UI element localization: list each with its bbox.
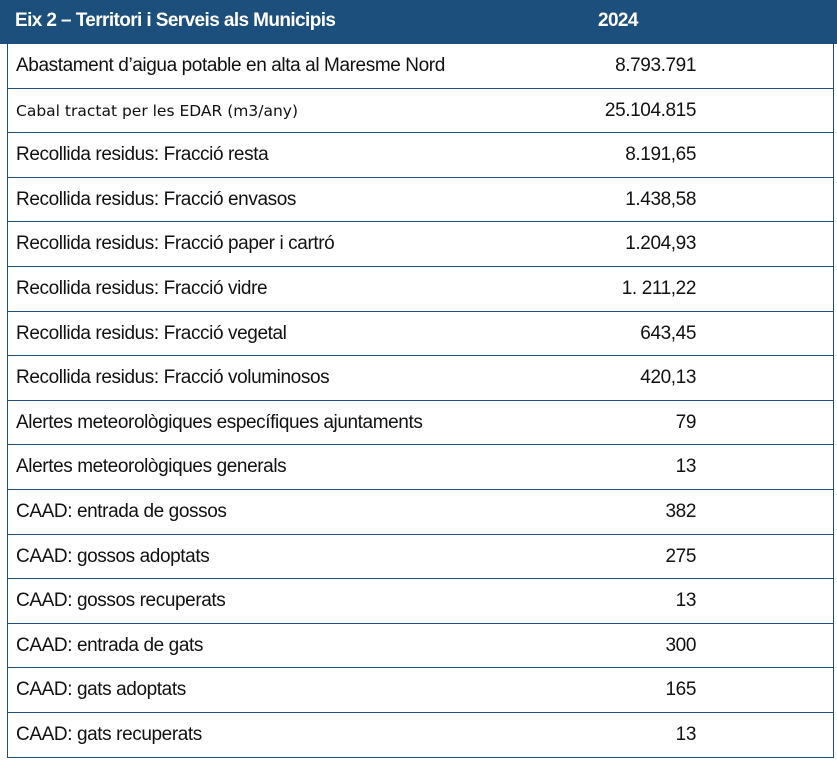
row-label: Abastament d’aigua potable en alta al Ma…	[16, 55, 445, 76]
row-value: 1.204,93	[625, 233, 696, 255]
table-row: CAAD: entrada de gossos 382	[7, 490, 834, 535]
row-value: 8.793.791	[615, 55, 696, 76]
row-value: 1. 211,22	[621, 278, 697, 299]
table-header: Eix 2 – Territori i Serveis als Municipi…	[0, 0, 837, 44]
row-label: Alertes meteorològiques generals	[16, 456, 287, 478]
row-label: CAAD: gats adoptats	[16, 679, 186, 701]
table-row: Abastament d’aigua potable en alta al Ma…	[7, 44, 834, 89]
table-row: CAAD: gats recuperats 13	[7, 713, 834, 758]
table-row: CAAD: entrada de gats 300	[7, 623, 834, 669]
table-row: Cabal tractat per les EDAR (m3/any) 25.10…	[7, 88, 834, 134]
header-title: Eix 2 – Territori i Serveis als Municipi…	[15, 10, 336, 31]
row-value: 13	[675, 724, 697, 745]
row-value: 1.438,58	[625, 188, 696, 210]
row-label: Recollida residus: Fracció paper i cartr…	[16, 233, 335, 255]
table-row: CAAD: gossos adoptats 275	[7, 534, 834, 580]
table-row: Recollida residus: Fracció resta 8.191,65	[7, 133, 834, 178]
row-value: 643,45	[640, 322, 696, 344]
row-label: CAAD: entrada de gats	[16, 634, 203, 656]
row-label: Recollida residus: Fracció vidre	[16, 278, 268, 299]
row-value: 165	[665, 679, 696, 701]
row-label: Recollida residus: Fracció resta	[16, 144, 269, 166]
table-row: Recollida residus: Fracció vidre 1. 211,2…	[7, 267, 834, 312]
table-row: CAAD: gossos recuperats 13	[7, 579, 834, 624]
row-label: Recollida residus: Fracció vegetal	[16, 322, 287, 344]
table-row: Recollida residus: Fracció envasos 1.438,…	[7, 177, 834, 223]
row-value: 300	[665, 634, 696, 656]
row-label: Recollida residus: Fracció voluminosos	[16, 367, 330, 389]
row-value: 382	[665, 501, 696, 522]
row-label: CAAD: entrada de gossos	[16, 501, 227, 522]
row-value: 25.104.815	[604, 99, 696, 121]
header-year: 2024	[598, 10, 638, 31]
row-value: 420,13	[640, 367, 696, 389]
table-row: Recollida residus: Fracció voluminosos 42…	[7, 356, 834, 401]
table-row: Recollida residus: Fracció vegetal 643,45	[7, 311, 834, 357]
row-label: CAAD: gats recuperats	[16, 724, 202, 745]
table-row: Alertes meteorològiques específiques aju…	[7, 400, 834, 446]
row-label: Alertes meteorològiques específiques aju…	[16, 411, 423, 433]
row-value: 79	[675, 411, 697, 433]
row-label: Recollida residus: Fracció envasos	[16, 188, 296, 210]
row-label: CAAD: gossos recuperats	[16, 590, 226, 612]
row-value: 13	[675, 456, 697, 478]
row-label: Cabal tractat per les EDAR (m3/any)	[16, 101, 298, 120]
table-row: CAAD: gats adoptats 165	[7, 668, 834, 713]
table-row: Recollida residus: Fracció paper i cartr…	[7, 222, 834, 267]
row-label: CAAD: gossos adoptats	[16, 545, 210, 567]
row-value: 275	[665, 545, 696, 567]
row-value: 13	[675, 590, 697, 612]
row-value: 8.191,65	[625, 144, 696, 166]
table-row: Alertes meteorològiques generals 13	[7, 445, 834, 490]
